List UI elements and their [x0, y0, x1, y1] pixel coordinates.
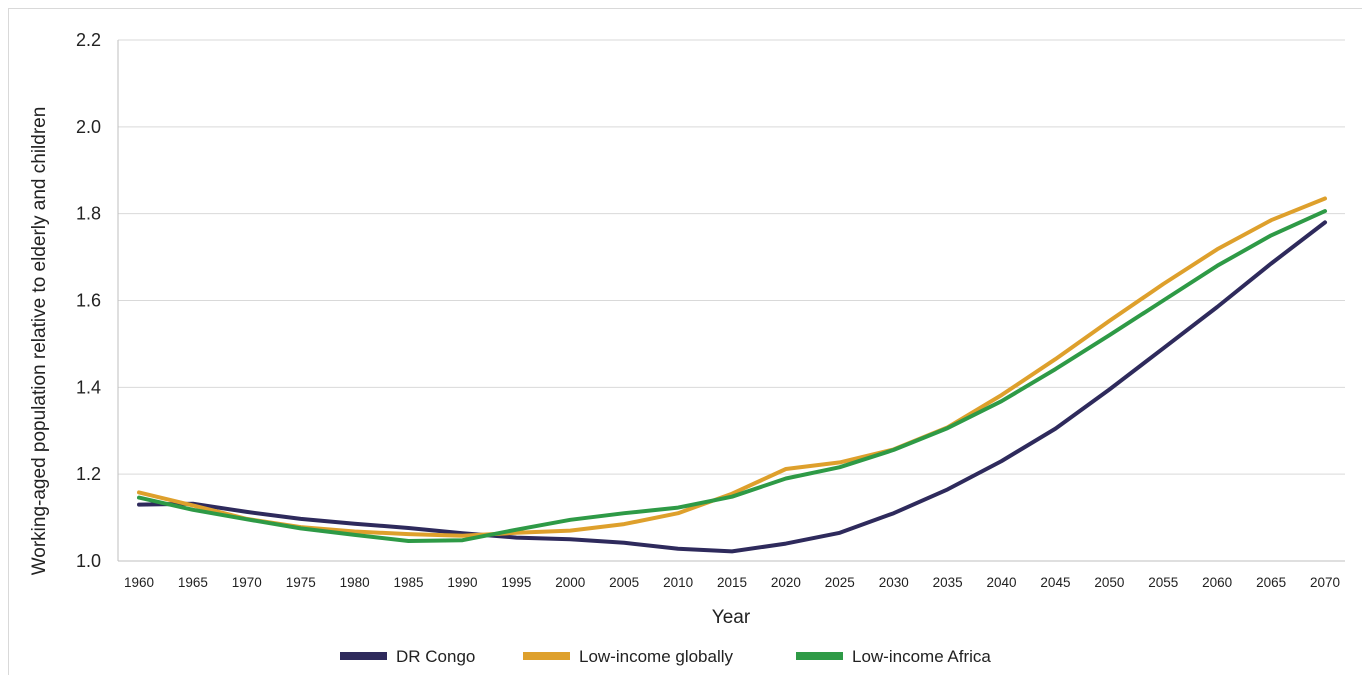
series-line-dr-congo [137, 220, 1327, 554]
x-tick-label: 1970 [232, 575, 262, 590]
x-tick-label: 2005 [609, 575, 639, 590]
x-tick-label: 1980 [340, 575, 370, 590]
x-tick-label: 2050 [1094, 575, 1124, 590]
y-tick-label: 1.4 [76, 377, 101, 397]
x-tick-label: 1995 [501, 575, 531, 590]
legend-label-low-income-africa: Low-income Africa [852, 647, 991, 666]
legend-label-dr-congo: DR Congo [396, 647, 475, 666]
legend-swatch-dr-congo [340, 652, 387, 660]
x-tick-label: 2010 [663, 575, 693, 590]
legend-label-low-income-globally: Low-income globally [579, 647, 734, 666]
y-tick-label: 1.2 [76, 464, 101, 484]
x-tick-label: 1975 [286, 575, 316, 590]
x-tick-label: 2070 [1310, 575, 1340, 590]
x-tick-label: 1985 [394, 575, 424, 590]
x-tick-label: 2035 [933, 575, 963, 590]
x-axis-title: Year [712, 607, 751, 628]
y-tick-label: 1.6 [76, 291, 101, 311]
x-tick-label: 2055 [1148, 575, 1178, 590]
y-axis-title: Working-aged population relative to elde… [29, 107, 50, 576]
x-axis-ticks: 1960 1965 1970 1975 1980 1985 1990 1995 2000 2005… [124, 575, 1340, 590]
x-tick-label: 2060 [1202, 575, 1232, 590]
series-lines [137, 196, 1327, 554]
legend: DR Congo Low-income globally Low-income Af… [340, 647, 991, 666]
x-tick-label: 2000 [555, 575, 585, 590]
x-tick-label: 2030 [879, 575, 909, 590]
legend-swatch-low-income-globally [523, 652, 570, 660]
y-tick-label: 2.2 [76, 30, 101, 50]
series-line-low-income-globally [137, 196, 1327, 538]
x-tick-label: 2020 [771, 575, 801, 590]
x-tick-label: 1960 [124, 575, 154, 590]
x-tick-label: 2045 [1040, 575, 1070, 590]
series-line-low-income-africa [137, 209, 1327, 543]
x-tick-label: 1990 [447, 575, 477, 590]
legend-swatch-low-income-africa [796, 652, 843, 660]
y-tick-label: 1.8 [76, 204, 101, 224]
x-tick-label: 2025 [825, 575, 855, 590]
chart-frame [8, 8, 1362, 675]
x-tick-label: 2040 [987, 575, 1017, 590]
x-tick-label: 2015 [717, 575, 747, 590]
x-tick-label: 2065 [1256, 575, 1286, 590]
x-tick-label: 1965 [178, 575, 208, 590]
y-tick-label: 2.0 [76, 117, 101, 137]
y-tick-label: 1.0 [76, 551, 101, 571]
y-axis-ticks: 1.0 1.2 1.4 1.6 1.8 2.0 2.2 [76, 30, 101, 571]
